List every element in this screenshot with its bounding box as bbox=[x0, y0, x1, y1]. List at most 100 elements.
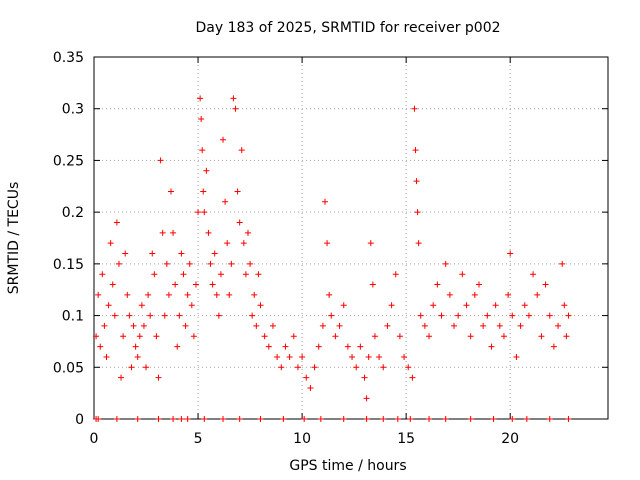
data-point bbox=[167, 188, 174, 195]
data-point bbox=[211, 250, 218, 257]
data-point bbox=[286, 353, 293, 360]
x-tick-label: 20 bbox=[501, 431, 519, 447]
data-point bbox=[197, 95, 204, 102]
data-point bbox=[220, 136, 227, 143]
data-point bbox=[200, 188, 207, 195]
data-point bbox=[401, 353, 408, 360]
data-point bbox=[251, 291, 258, 298]
data-point bbox=[174, 343, 181, 350]
data-point bbox=[163, 260, 170, 267]
data-point bbox=[138, 302, 145, 309]
data-point bbox=[467, 333, 474, 340]
data-point bbox=[426, 333, 433, 340]
data-point bbox=[122, 250, 129, 257]
data-point bbox=[126, 312, 133, 319]
zero-data-point bbox=[407, 416, 414, 422]
zero-data-point bbox=[380, 416, 387, 422]
data-point bbox=[190, 333, 197, 340]
data-point bbox=[205, 229, 212, 236]
data-point bbox=[109, 281, 116, 288]
data-point bbox=[103, 353, 110, 360]
data-point bbox=[195, 209, 202, 216]
data-point bbox=[507, 250, 514, 257]
chart-title: Day 183 of 2025, SRMTID for receiver p00… bbox=[195, 20, 500, 36]
data-point bbox=[455, 312, 462, 319]
data-point bbox=[226, 291, 233, 298]
zero-data-point bbox=[490, 416, 497, 422]
data-point bbox=[344, 343, 351, 350]
data-point bbox=[198, 116, 205, 123]
data-point bbox=[153, 333, 160, 340]
zero-data-point bbox=[340, 416, 347, 422]
data-point bbox=[326, 291, 333, 298]
zero-data-point bbox=[184, 416, 191, 422]
data-point bbox=[513, 353, 520, 360]
y-tick-label: 0.15 bbox=[53, 257, 84, 273]
x-tick-label: 0 bbox=[90, 431, 99, 447]
data-point bbox=[392, 271, 399, 278]
data-point bbox=[396, 333, 403, 340]
data-point bbox=[311, 364, 318, 371]
data-point bbox=[446, 291, 453, 298]
data-point bbox=[349, 353, 356, 360]
data-point bbox=[380, 364, 387, 371]
zero-data-point bbox=[317, 416, 324, 422]
data-point bbox=[180, 271, 187, 278]
data-points bbox=[93, 95, 572, 402]
data-point bbox=[224, 240, 231, 247]
data-point bbox=[213, 291, 220, 298]
data-point bbox=[471, 291, 478, 298]
zero-data-point bbox=[155, 416, 162, 422]
data-point bbox=[265, 343, 272, 350]
data-point bbox=[421, 322, 428, 329]
y-tick-label: 0.1 bbox=[62, 309, 84, 325]
data-point bbox=[201, 209, 208, 216]
data-point bbox=[414, 209, 421, 216]
data-point bbox=[332, 333, 339, 340]
data-point bbox=[319, 322, 326, 329]
data-point bbox=[353, 364, 360, 371]
data-point bbox=[244, 229, 251, 236]
data-point bbox=[113, 219, 120, 226]
zero-data-point bbox=[280, 416, 287, 422]
data-point bbox=[136, 333, 143, 340]
data-point bbox=[357, 343, 364, 350]
data-point bbox=[240, 240, 247, 247]
y-axis: 0 0.05 0.1 0.15 0.2 0.25 0.3 0.35 bbox=[53, 50, 608, 428]
data-point bbox=[315, 343, 322, 350]
data-point bbox=[340, 302, 347, 309]
data-point bbox=[434, 281, 441, 288]
data-point bbox=[261, 333, 268, 340]
data-point bbox=[149, 250, 156, 257]
data-point bbox=[101, 322, 108, 329]
data-point bbox=[565, 312, 572, 319]
data-point bbox=[255, 271, 262, 278]
data-point bbox=[369, 281, 376, 288]
data-point bbox=[170, 229, 177, 236]
zero-data-point bbox=[442, 416, 449, 422]
y-axis-label: SRMTID / TECUs bbox=[6, 182, 22, 295]
zero-data-point bbox=[134, 416, 141, 422]
data-point bbox=[157, 157, 164, 164]
plot-frame bbox=[93, 56, 609, 420]
data-point bbox=[128, 364, 135, 371]
data-point bbox=[134, 353, 141, 360]
y-tick-label: 0.05 bbox=[53, 360, 84, 376]
x-tick-label: 10 bbox=[293, 431, 311, 447]
data-point bbox=[282, 343, 289, 350]
y-tick-label: 0.3 bbox=[62, 102, 84, 118]
data-point bbox=[509, 312, 516, 319]
data-point bbox=[290, 333, 297, 340]
zero-data-point bbox=[170, 416, 177, 422]
data-point bbox=[247, 260, 254, 267]
data-point bbox=[417, 312, 424, 319]
data-point bbox=[412, 147, 419, 154]
data-point bbox=[209, 281, 216, 288]
data-point bbox=[413, 178, 420, 185]
data-point bbox=[111, 312, 118, 319]
data-point bbox=[563, 333, 570, 340]
zero-value-points bbox=[93, 416, 572, 422]
zero-data-point bbox=[301, 416, 308, 422]
data-point bbox=[488, 343, 495, 350]
data-point bbox=[363, 395, 370, 402]
